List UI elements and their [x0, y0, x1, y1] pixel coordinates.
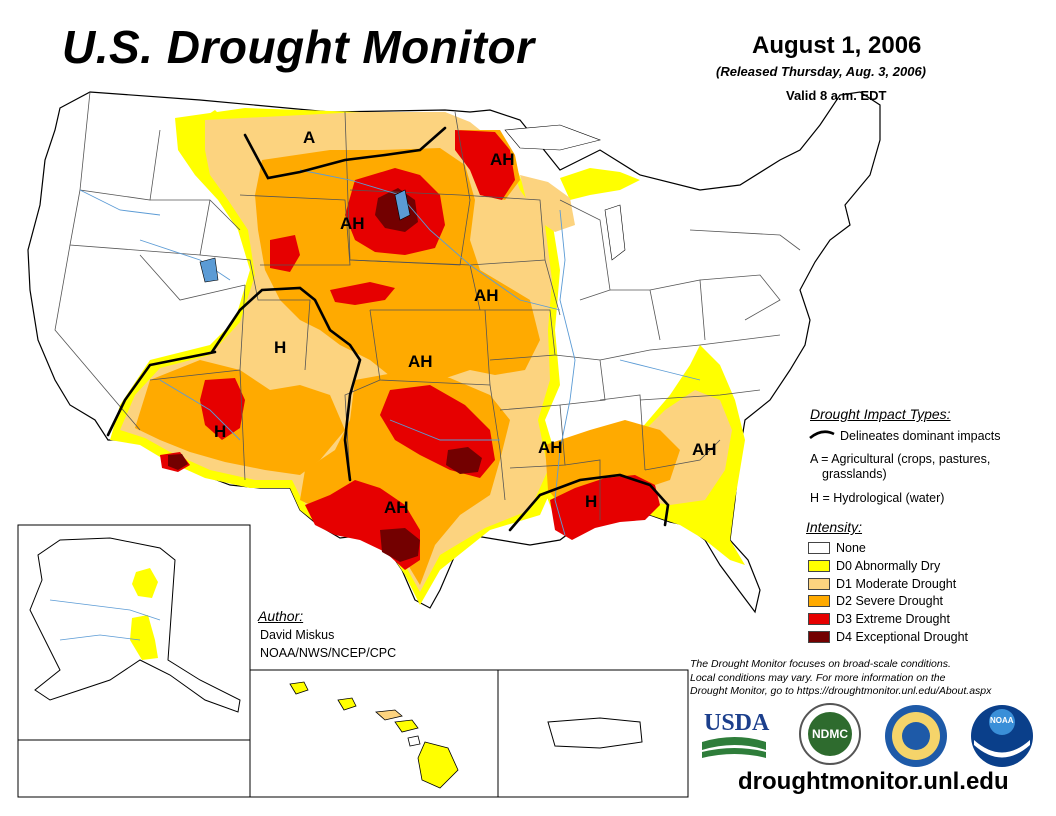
impact-legend-title: Drought Impact Types:: [810, 406, 951, 422]
impact-line-sample: [809, 430, 835, 440]
map-date: August 1, 2006: [752, 32, 922, 59]
region-label: H: [214, 422, 227, 441]
impact-agricultural-label: A = Agricultural (crops, pastures,: [810, 452, 991, 466]
ndmc-logo-text: NDMC: [812, 727, 848, 741]
region-label: AH: [384, 498, 409, 517]
usda-logo-text: USDA: [704, 710, 770, 736]
info-note-line: The Drought Monitor focuses on broad-sca…: [690, 658, 951, 670]
intensity-label: D2 Severe Drought: [836, 594, 944, 609]
alaska-d0-south: [130, 615, 158, 660]
region-label: A: [303, 128, 316, 147]
impact-boundary-lines: [106, 126, 670, 532]
intensity-label: D4 Exceptional Drought: [836, 630, 969, 644]
info-note-line[interactable]: Drought Monitor, go to https://droughtmo…: [690, 685, 992, 697]
hawaii-kauai: [289, 681, 309, 695]
intensity-label: D1 Moderate Drought: [836, 576, 957, 591]
hawaii-inset: [289, 681, 459, 789]
intensity-swatch: [808, 631, 830, 643]
impact-line-label: Delineates dominant impacts: [840, 429, 1001, 443]
region-label: AH: [408, 352, 433, 371]
region-label: AH: [490, 150, 515, 169]
valid-time: Valid 8 a.m. EDT: [786, 88, 887, 103]
page-title: U.S. Drought Monitor: [62, 21, 535, 73]
intensity-swatch: [808, 559, 830, 572]
author-org: NOAA/NWS/NCEP/CPC: [260, 646, 397, 660]
author-name: David Miskus: [260, 628, 335, 642]
intensity-label: D0 Abnormally Dry: [836, 558, 941, 573]
d4-areas: [168, 188, 482, 562]
intensity-legend-title: Intensity:: [806, 519, 863, 535]
intensity-swatch: [808, 595, 830, 608]
alaska-inset: [29, 537, 241, 713]
intensity-swatch: [808, 577, 830, 590]
author-heading: Author:: [258, 608, 304, 624]
rivers: [79, 169, 701, 536]
great-lakes: [199, 124, 626, 283]
region-label: H: [585, 492, 598, 511]
info-note: The Drought Monitor focuses on broad-sca…: [690, 658, 1040, 699]
info-note-line: Local conditions may vary. For more info…: [690, 671, 946, 684]
usda-logo: [702, 737, 766, 758]
region-label: AH: [340, 214, 365, 233]
region-label: AH: [538, 438, 563, 457]
noaa-logo-text: NOAA: [990, 716, 1014, 725]
region-label: AH: [474, 286, 499, 305]
state-borders: [54, 91, 801, 520]
impact-hydrological-label: H = Hydrological (water): [810, 491, 945, 505]
commerce-logo: [885, 705, 947, 767]
noaa-logo: [971, 705, 1033, 767]
intensity-swatch: [808, 613, 830, 626]
impact-agricultural-label-cont: grasslands): [822, 467, 887, 481]
alaska-d0-north: [132, 568, 158, 598]
release-date: (Released Thursday, Aug. 3, 2006): [716, 64, 926, 79]
region-label: H: [274, 338, 287, 357]
region-label: AH: [692, 440, 717, 459]
intensity-label: D3 Extreme Drought: [836, 612, 950, 627]
intensity-swatch: [808, 542, 830, 554]
footer-url-link[interactable]: droughtmonitor.unl.edu: [738, 768, 1009, 795]
ndmc-logo: [799, 703, 861, 765]
puerto-rico-shape: [547, 717, 643, 749]
hawaii-big-island: [417, 741, 459, 789]
intensity-label: None: [836, 541, 866, 555]
